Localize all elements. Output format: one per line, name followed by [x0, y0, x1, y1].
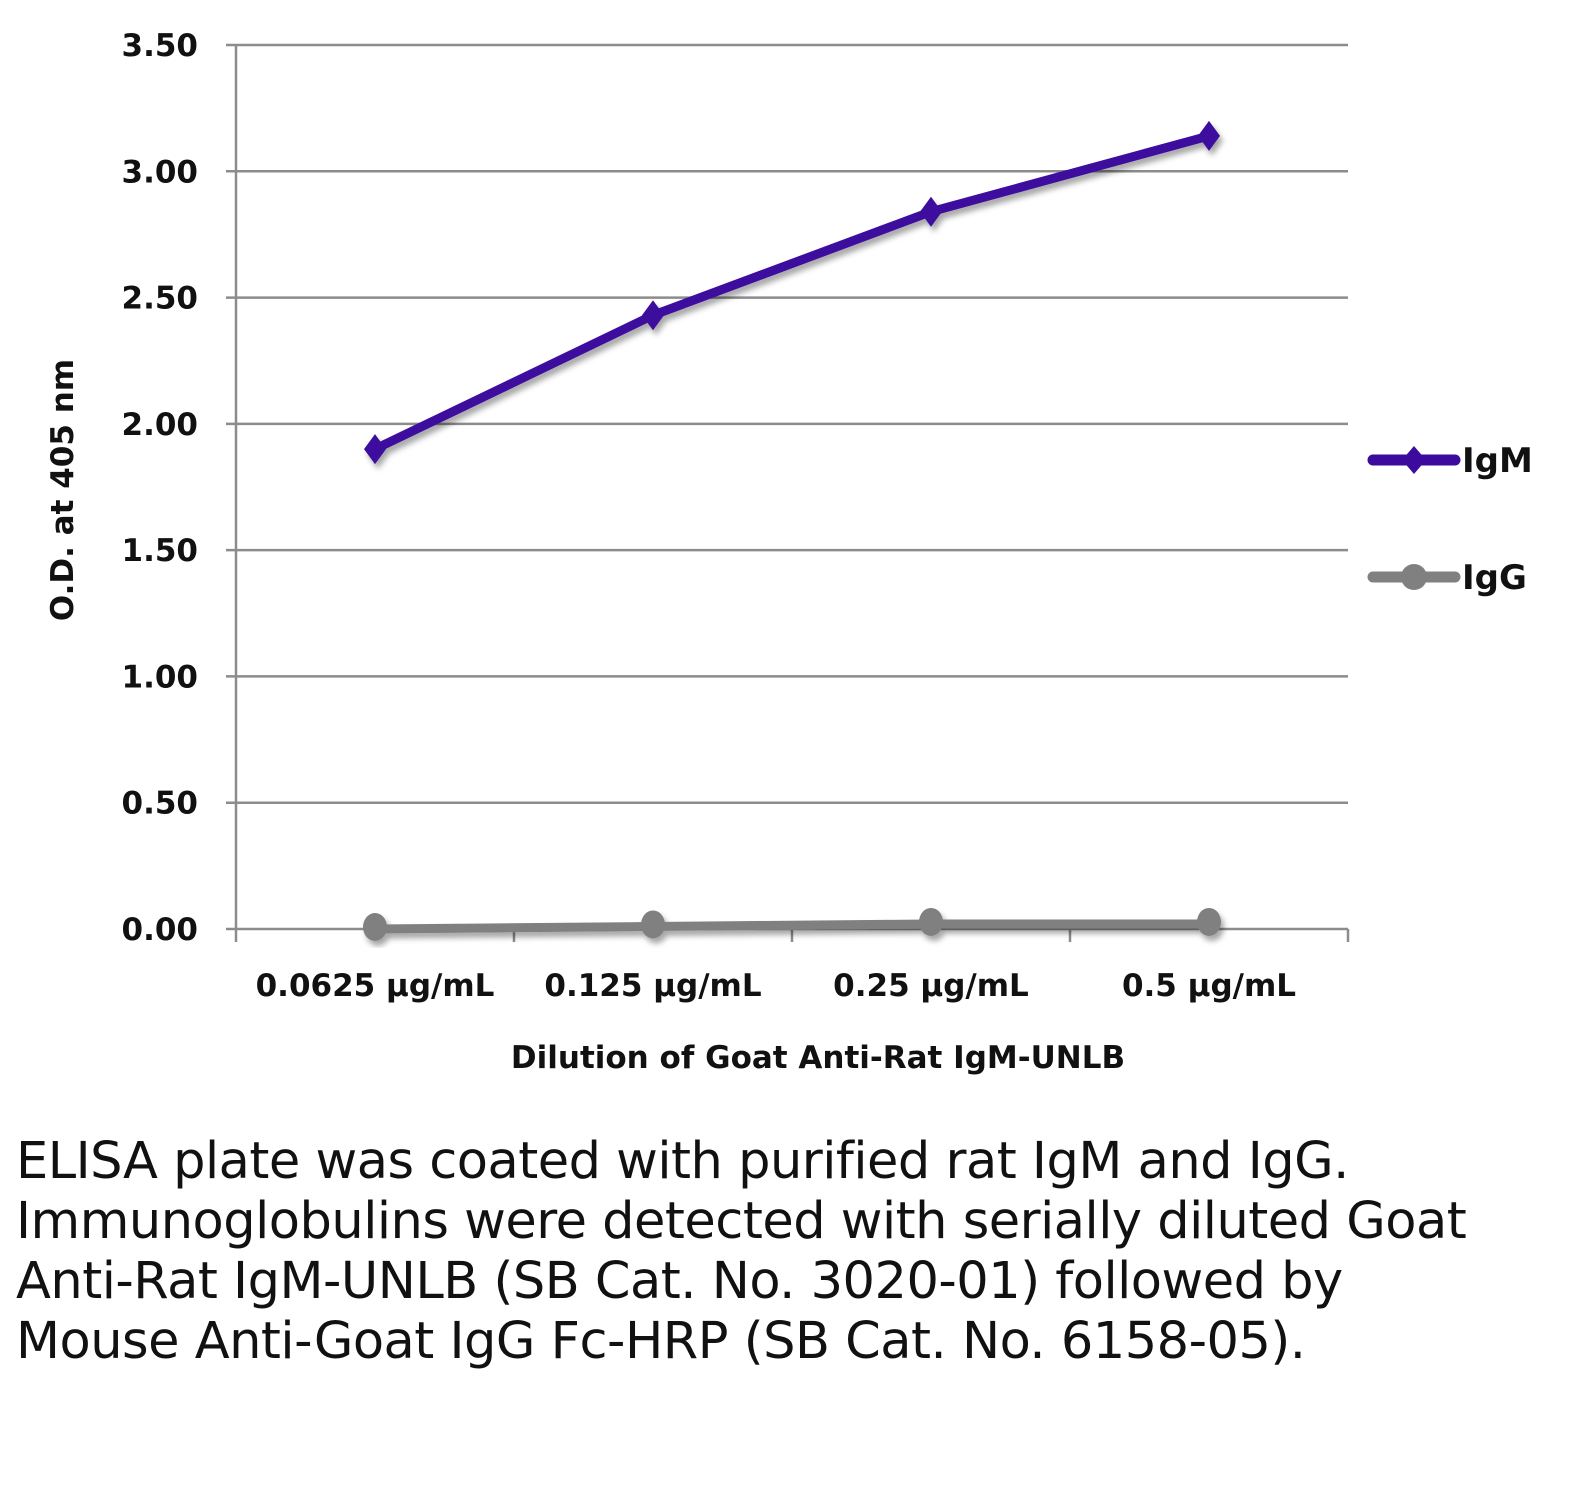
line-chart: 0.00 0.50 1.00 1.50 2.00 2.50 3.00 3.50 0.0625 … — [45, 28, 1533, 1076]
legend-label: IgM — [1462, 441, 1533, 481]
y-tick-label: 0.00 — [122, 912, 199, 948]
figure-caption: ELISA plate was coated with purified rat… — [16, 1132, 1467, 1371]
data-point-IgG — [1197, 907, 1221, 936]
y-tick-labels: 0.00 0.50 1.00 1.50 2.00 2.50 3.00 3.50 — [122, 28, 199, 948]
data-point-IgM — [364, 434, 386, 465]
y-tick-label: 2.00 — [122, 407, 199, 443]
legend-circle-marker — [1401, 564, 1427, 590]
gridlines — [226, 43, 1350, 942]
data-point-IgM — [642, 300, 664, 331]
series-IgG — [363, 907, 1221, 941]
series-line-IgG — [370, 919, 1214, 934]
x-tick-labels: 0.0625 µg/mL 0.125 µg/mL 0.25 µg/mL 0.5 µg/… — [256, 968, 1296, 1004]
y-tick-label: 3.50 — [122, 28, 199, 64]
y-tick-label: 1.50 — [122, 533, 199, 569]
x-tick-label: 0.25 µg/mL — [833, 968, 1029, 1004]
data-point-IgM — [1198, 120, 1220, 151]
y-tick-label: 2.50 — [122, 281, 199, 317]
legend-item-IgM: IgM — [1367, 441, 1533, 481]
series-line-IgM — [370, 131, 1214, 454]
y-axis-title: O.D. at 405 nm — [45, 359, 81, 621]
x-tick-label: 0.0625 µg/mL — [256, 968, 495, 1004]
y-tick-label: 1.00 — [122, 659, 199, 695]
legend-diamond-marker — [1402, 446, 1426, 474]
data-point-IgM — [920, 196, 942, 227]
x-tick-label: 0.125 µg/mL — [544, 968, 761, 1004]
y-tick-label: 3.00 — [122, 154, 199, 190]
data-point-IgG — [641, 910, 665, 939]
series-IgM — [364, 120, 1220, 465]
x-axis-title: Dilution of Goat Anti-Rat IgM-UNLB — [511, 1040, 1125, 1076]
legend-item-IgG: IgG — [1367, 558, 1527, 598]
series-group — [363, 120, 1221, 941]
legend-label: IgG — [1462, 558, 1527, 598]
data-point-IgG — [919, 907, 943, 936]
y-tick-label: 0.50 — [122, 786, 199, 822]
legend: IgM IgG — [1367, 441, 1533, 598]
data-point-IgG — [363, 913, 387, 941]
x-tick-label: 0.5 µg/mL — [1122, 968, 1296, 1004]
